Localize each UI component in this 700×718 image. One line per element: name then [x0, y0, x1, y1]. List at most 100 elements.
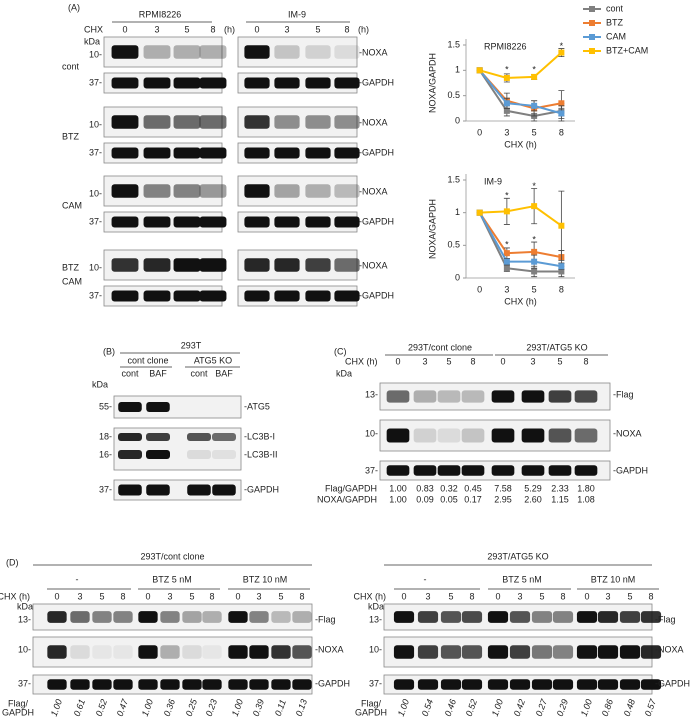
treatment-label: cont [62, 61, 80, 71]
blot-band [143, 115, 171, 129]
blot-band [305, 147, 331, 159]
blot-band [437, 428, 461, 443]
blot-band [111, 45, 139, 59]
blot-band [182, 679, 202, 690]
data-point [476, 209, 483, 216]
blot-band [274, 184, 300, 198]
chart-title: RPMI8226 [484, 41, 527, 51]
blot-band [244, 290, 270, 302]
time-label: 8 [470, 356, 475, 366]
blot-band [386, 390, 410, 403]
panel-label: (B) [103, 346, 115, 356]
ratio-value: 1.00 [49, 698, 64, 718]
blot-band [199, 45, 227, 59]
blot-band [212, 450, 236, 459]
blot-band [393, 679, 415, 690]
ratio-value: 1.08 [577, 494, 595, 504]
time-label: 5 [557, 356, 562, 366]
blot-band [249, 645, 269, 659]
chx-label: CHX (h) [345, 356, 378, 366]
ratio-value: 0.61 [72, 698, 87, 718]
blot-band [173, 147, 201, 159]
blot-band [334, 290, 360, 302]
blot-band [212, 433, 236, 441]
data-point [558, 263, 565, 270]
protein-label: -GAPDH [359, 147, 394, 157]
y-tick-label: 0 [455, 115, 460, 125]
chx-label: CHX (h) [0, 591, 30, 601]
unit-label: (h) [358, 24, 369, 34]
ratio-value: 2.60 [524, 494, 542, 504]
condition-label: - [76, 574, 79, 584]
blot-band [92, 611, 112, 623]
x-tick-label: 5 [532, 284, 537, 294]
blot-band [521, 390, 545, 403]
blot-band [521, 428, 545, 443]
ratio-value: 2.95 [494, 494, 512, 504]
blot-band [487, 611, 509, 623]
kda-marker: 13- [369, 614, 382, 624]
time-label: 0 [122, 24, 127, 34]
blot-band [138, 679, 158, 690]
series-line [478, 69, 562, 117]
blot-band [249, 679, 269, 690]
kda-marker: 37- [18, 678, 31, 688]
ratio-value: 0.52 [94, 698, 109, 718]
time-label: 0 [495, 591, 500, 601]
blot-band [138, 645, 158, 659]
blot-band [640, 645, 662, 659]
blot-band [292, 611, 312, 623]
clone-label: 293T/cont clone [140, 551, 204, 561]
series-line [478, 212, 562, 273]
ratio-value: 1.00 [140, 698, 155, 718]
data-point [503, 107, 510, 114]
blot-band [111, 147, 139, 159]
protein-label: -Flag [613, 389, 634, 399]
blot-band [334, 45, 360, 59]
time-label: 5 [99, 591, 104, 601]
time-label: 5 [446, 356, 451, 366]
blot-band [228, 611, 248, 623]
x-tick-label: 8 [559, 127, 564, 137]
x-tick-label: 8 [559, 284, 564, 294]
ratio-value: 1.00 [389, 494, 407, 504]
blot-band [274, 216, 300, 228]
blot-band [199, 290, 227, 302]
blot-band [92, 645, 112, 659]
y-tick-label: 0 [455, 272, 460, 282]
blot-band [305, 258, 331, 272]
blot-band [461, 611, 483, 623]
blot-band [187, 450, 211, 459]
data-point [558, 100, 565, 107]
blot-band [271, 679, 291, 690]
blot-band [187, 433, 211, 441]
blot-band [274, 115, 300, 129]
kda-label: kDa [368, 601, 384, 611]
legend-label: BTZ+CAM [606, 45, 648, 55]
blot-band [491, 390, 515, 403]
y-tick-label: 1 [455, 65, 460, 75]
data-point [503, 258, 510, 265]
blot-band [199, 184, 227, 198]
blot-band [111, 77, 139, 89]
protein-label: -GAPDH [655, 678, 690, 688]
blot-band [143, 290, 171, 302]
protein-label: -NOXA [359, 47, 388, 57]
blot-band [70, 679, 90, 690]
blot-band [393, 611, 415, 623]
blot-band [199, 258, 227, 272]
ratio-value: 1.80 [577, 483, 595, 493]
blot-band [173, 184, 201, 198]
ratio-value: 0.54 [420, 698, 435, 718]
data-point [558, 268, 565, 275]
treatment-label: CAM [62, 276, 82, 286]
blot-band [47, 679, 67, 690]
blot-band [619, 645, 641, 659]
annotation: * [505, 65, 509, 75]
series-line [478, 69, 562, 115]
series-line [478, 212, 562, 268]
blot-band [249, 611, 269, 623]
protein-label: -NOXA [613, 428, 642, 438]
time-label: 3 [530, 356, 535, 366]
blot-band [461, 645, 483, 659]
